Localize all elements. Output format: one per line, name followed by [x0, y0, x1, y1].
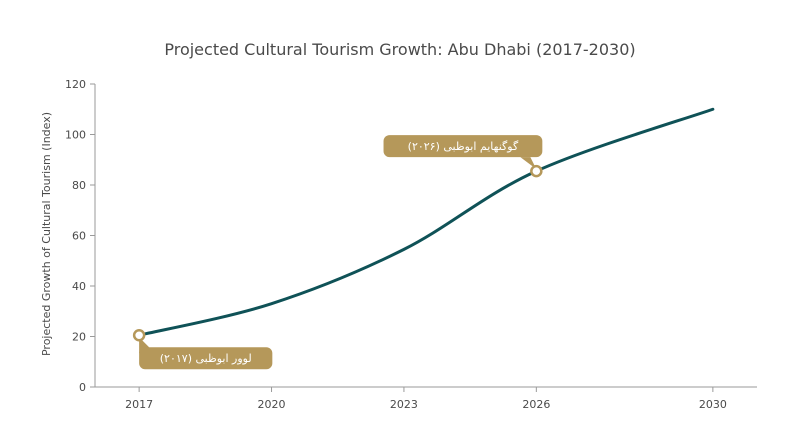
annotation-label: گوگنهایم ابوظبی (۲۰۲۶): [408, 140, 519, 153]
x-tick-label: 2020: [258, 398, 286, 411]
annotation: گوگنهایم ابوظبی (۲۰۲۶): [383, 135, 543, 178]
y-ticks: 0 20 40 60 80 100 120: [65, 78, 95, 394]
y-tick-label: 80: [72, 179, 86, 192]
x-tick-label: 2017: [125, 398, 153, 411]
annotation-bubble: [139, 347, 273, 370]
annotations: لوور ابوظبی (۲۰۱۷) گوگنهایم ابوظبی (۲۰۲۶): [132, 135, 543, 370]
annotation-label: لوور ابوظبی (۲۰۱۷): [160, 352, 252, 365]
annotation-marker: [132, 328, 146, 342]
series-line: [137, 107, 715, 337]
y-tick-label: 40: [72, 280, 86, 293]
y-tick-label: 0: [79, 381, 86, 394]
annotation-bubble: [383, 135, 543, 158]
y-axis-label: Projected Growth of Cultural Tourism (In…: [40, 112, 53, 356]
x-ticks: 2017 2020 2023 2026 2030: [125, 387, 727, 411]
annotation-marker: [530, 164, 543, 178]
x-tick-label: 2026: [522, 398, 550, 411]
y-tick-label: 20: [72, 331, 86, 344]
x-tick-label: 2023: [390, 398, 418, 411]
y-tick-label: 100: [65, 129, 86, 142]
annotation-pointer: [520, 157, 537, 170]
x-tick-label: 2030: [699, 398, 727, 411]
annotation: لوور ابوظبی (۲۰۱۷): [132, 328, 273, 370]
chart-title: Projected Cultural Tourism Growth: Abu D…: [164, 40, 635, 59]
y-tick-label: 120: [65, 78, 86, 91]
y-tick-label: 60: [72, 230, 86, 243]
